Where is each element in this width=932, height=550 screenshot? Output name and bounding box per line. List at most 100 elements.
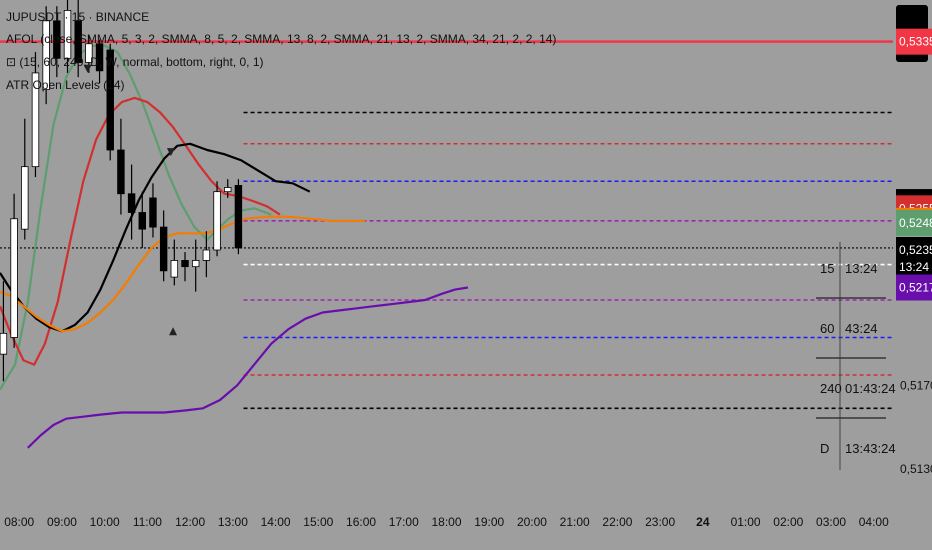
- time-tick-label: 08:00: [4, 515, 34, 529]
- timer-table-countdown: 13:24: [845, 261, 878, 276]
- candle-body-down: [74, 20, 82, 63]
- price-tag: [896, 28, 932, 55]
- candle[interactable]: [138, 191, 146, 248]
- ma-series-line: [0, 96, 281, 366]
- candle[interactable]: [191, 239, 200, 292]
- time-axis[interactable]: 08:00 09:00 10:00 11:00 12:00 13:00 14:00 15:00…: [4, 515, 889, 529]
- candle-body-up: [31, 72, 40, 168]
- candle[interactable]: [213, 181, 221, 257]
- candle-body-up: [224, 187, 232, 193]
- time-tick-label: 16:00: [346, 515, 376, 529]
- triangle-down-marker: [166, 148, 175, 157]
- timer-table-timeframe: 240: [820, 381, 842, 396]
- candle[interactable]: [31, 52, 40, 178]
- candle[interactable]: [10, 193, 18, 348]
- time-tick-label: 11:00: [133, 515, 162, 529]
- timer-table-timeframe: 15: [820, 261, 834, 276]
- candle-body-down: [53, 20, 61, 59]
- candle-body-up: [21, 166, 29, 230]
- price-tag-label: 0,5335: [899, 35, 932, 49]
- timer-table-countdown: 43:24: [845, 321, 878, 336]
- candle-body-up: [202, 249, 211, 261]
- candle[interactable]: [53, 6, 61, 78]
- timeframe-timer-table: 15 13:24 60 43:24 240 01:43:24 D 13:43:24: [816, 242, 896, 470]
- symbol-title[interactable]: JUPUSDT · 15 · BINANCE: [6, 10, 150, 24]
- candle[interactable]: [127, 164, 136, 240]
- candle[interactable]: [202, 231, 211, 278]
- candle-body-down: [234, 185, 243, 249]
- time-tick-label: 23:00: [645, 515, 675, 529]
- indicator-legend-timer[interactable]: ⊡ (15, 60, 240, D, W, normal, bottom, ri…: [6, 55, 264, 69]
- candle-body-down: [95, 43, 104, 72]
- candle-body-up: [170, 260, 179, 278]
- time-tick-label: 19:00: [474, 515, 504, 529]
- timer-table-timeframe: D: [820, 441, 829, 456]
- indicator-legend-afol[interactable]: AFOL (close, SMMA, 5, 3, 2, SMMA, 8, 5, …: [6, 32, 557, 46]
- indicator-legend-atr[interactable]: ATR Open Levels (14): [6, 78, 125, 92]
- price-tag: [896, 237, 932, 277]
- price-tag-countdown: 13:24: [899, 260, 929, 274]
- time-tick-label: 24: [696, 515, 710, 529]
- candle-body-up: [42, 20, 50, 90]
- time-tick-label: 12:00: [175, 515, 205, 529]
- triangle-up-marker: [169, 327, 178, 336]
- time-tick-label: 03:00: [816, 515, 846, 529]
- candle[interactable]: [95, 39, 104, 84]
- time-tick-label: 09:00: [47, 515, 77, 529]
- candle-body-up: [0, 332, 8, 355]
- candle[interactable]: [42, 6, 50, 105]
- ma-series-line: [0, 44, 272, 391]
- triangle-down-marker: [83, 64, 92, 73]
- candle[interactable]: [159, 210, 168, 282]
- candle-body-down: [138, 212, 146, 230]
- candle-body-down: [149, 197, 157, 228]
- price-tag-label: 0,5235: [899, 243, 932, 257]
- ma-series-line: [0, 215, 366, 333]
- timer-table-countdown: 13:43:24: [845, 441, 896, 456]
- candle[interactable]: [181, 252, 189, 282]
- timer-table-timeframe: 60: [820, 321, 834, 336]
- time-tick-label: 13:00: [218, 515, 248, 529]
- candle[interactable]: [0, 281, 8, 382]
- price-tag-label: 0,5217: [899, 281, 932, 295]
- afol-moving-averages: [0, 44, 469, 449]
- candle-body-up: [213, 191, 221, 251]
- candle-body-up: [85, 43, 93, 63]
- timer-table-countdown: 01:43:24: [845, 381, 896, 396]
- candle-body-down: [127, 193, 136, 213]
- time-tick-label: 14:00: [261, 515, 291, 529]
- candle[interactable]: [170, 239, 179, 286]
- time-tick-label: 22:00: [602, 515, 632, 529]
- time-tick-label: 02:00: [773, 515, 803, 529]
- price-axis[interactable]: USDT0,51700,51300,53350,52580,52550,5249…: [896, 5, 932, 476]
- candle-body-up: [63, 10, 72, 59]
- candle-body-up: [191, 260, 200, 268]
- time-tick-label: 21:00: [560, 515, 590, 529]
- candle-body-down: [159, 226, 168, 272]
- candle-body-down: [117, 149, 125, 195]
- candle[interactable]: [106, 43, 114, 161]
- ma-series-line: [27, 286, 469, 449]
- candle[interactable]: [224, 179, 232, 198]
- time-tick-label: 04:00: [859, 515, 889, 529]
- price-tag: [896, 274, 932, 301]
- candle[interactable]: [234, 179, 243, 255]
- candle-body-down: [106, 49, 114, 151]
- candle[interactable]: [149, 183, 157, 238]
- price-tag-label: 0,5248: [899, 216, 932, 230]
- candle-body-down: [181, 260, 189, 268]
- candle[interactable]: [117, 118, 125, 215]
- candle[interactable]: [63, 0, 72, 73]
- candle-body-up: [10, 218, 18, 338]
- candle[interactable]: [21, 118, 29, 240]
- time-tick-label: 15:00: [303, 515, 333, 529]
- signal-markers: [83, 64, 178, 336]
- time-tick-label: 20:00: [517, 515, 547, 529]
- time-tick-label: 01:00: [731, 515, 761, 529]
- candle[interactable]: [74, 0, 82, 78]
- time-tick-label: 17:00: [389, 515, 419, 529]
